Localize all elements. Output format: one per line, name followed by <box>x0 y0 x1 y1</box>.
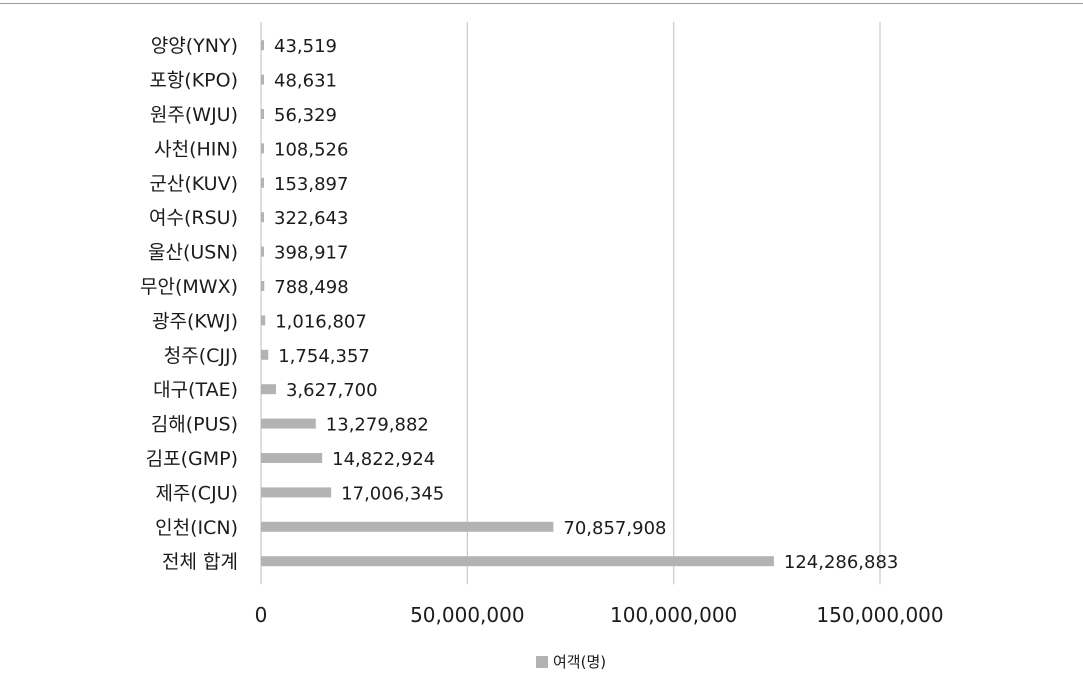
value-label: 398,917 <box>274 243 348 264</box>
value-label: 43,519 <box>274 36 337 57</box>
value-label: 1,754,357 <box>278 346 370 367</box>
bar <box>261 40 264 51</box>
bars <box>261 40 774 567</box>
value-label: 153,897 <box>274 174 348 195</box>
bar <box>261 281 265 291</box>
bar <box>261 315 266 326</box>
x-tick-label: 0 <box>255 603 268 627</box>
category-label: 군산(KUV) <box>149 173 238 195</box>
bar <box>261 212 264 223</box>
category-label: 김해(PUS) <box>151 414 238 436</box>
value-label: 124,286,883 <box>784 552 899 573</box>
category-label: 제주(CJU) <box>155 482 238 504</box>
value-label: 788,498 <box>274 277 348 298</box>
bar <box>261 384 276 395</box>
legend-swatch <box>536 656 548 668</box>
category-label: 무안(MWX) <box>140 276 238 298</box>
category-label: 울산(USN) <box>148 242 238 264</box>
value-labels: 43,519 48,631 56,329 108,526 153,897 322,643 3… <box>274 36 898 573</box>
bar <box>261 246 264 257</box>
legend: 여객(명) <box>536 653 606 671</box>
bar <box>261 143 264 154</box>
value-label: 1,016,807 <box>275 311 367 332</box>
x-tick-label: 50,000,000 <box>410 603 525 627</box>
bar <box>261 453 323 463</box>
value-label: 108,526 <box>274 139 348 160</box>
bar <box>261 521 554 532</box>
value-label: 17,006,345 <box>341 483 444 504</box>
value-label: 3,627,700 <box>286 380 378 401</box>
category-label: 원주(WJU) <box>150 104 238 126</box>
category-label: 여수(RSU) <box>149 207 238 229</box>
bar <box>261 109 264 119</box>
value-label: 48,631 <box>274 71 337 92</box>
category-labels: 양양(YNY) 포항(KPO) 원주(WJU) 사천(HIN) 군산(KUV) 여수(RS… <box>140 35 238 573</box>
category-label: 청주(CJJ) <box>164 345 238 367</box>
bar <box>261 349 269 360</box>
category-label: 대구(TAE) <box>153 379 238 401</box>
category-label: 김포(GMP) <box>146 448 238 470</box>
value-label: 70,857,908 <box>563 518 666 539</box>
value-label: 56,329 <box>274 105 337 126</box>
bar <box>261 556 774 567</box>
x-axis-ticks: 0 50,000,000 100,000,000 150,000,000 <box>255 603 944 627</box>
x-tick-label: 150,000,000 <box>816 603 943 627</box>
bar <box>261 177 264 188</box>
top-border <box>0 3 1083 4</box>
bar <box>261 487 332 498</box>
category-label: 포항(KPO) <box>149 70 238 92</box>
category-label: 양양(YNY) <box>151 35 238 57</box>
value-label: 13,279,882 <box>326 415 429 436</box>
category-label: 사천(HIN) <box>154 138 238 160</box>
category-label: 전체 합계 <box>162 551 238 573</box>
x-tick-label: 100,000,000 <box>610 603 737 627</box>
value-label: 14,822,924 <box>332 449 435 470</box>
bar <box>261 418 316 429</box>
category-label: 광주(KWJ) <box>152 310 238 332</box>
category-label: 인천(ICN) <box>155 517 238 539</box>
bar <box>261 74 264 85</box>
value-label: 322,643 <box>274 208 348 229</box>
legend-label: 여객(명) <box>553 653 606 671</box>
